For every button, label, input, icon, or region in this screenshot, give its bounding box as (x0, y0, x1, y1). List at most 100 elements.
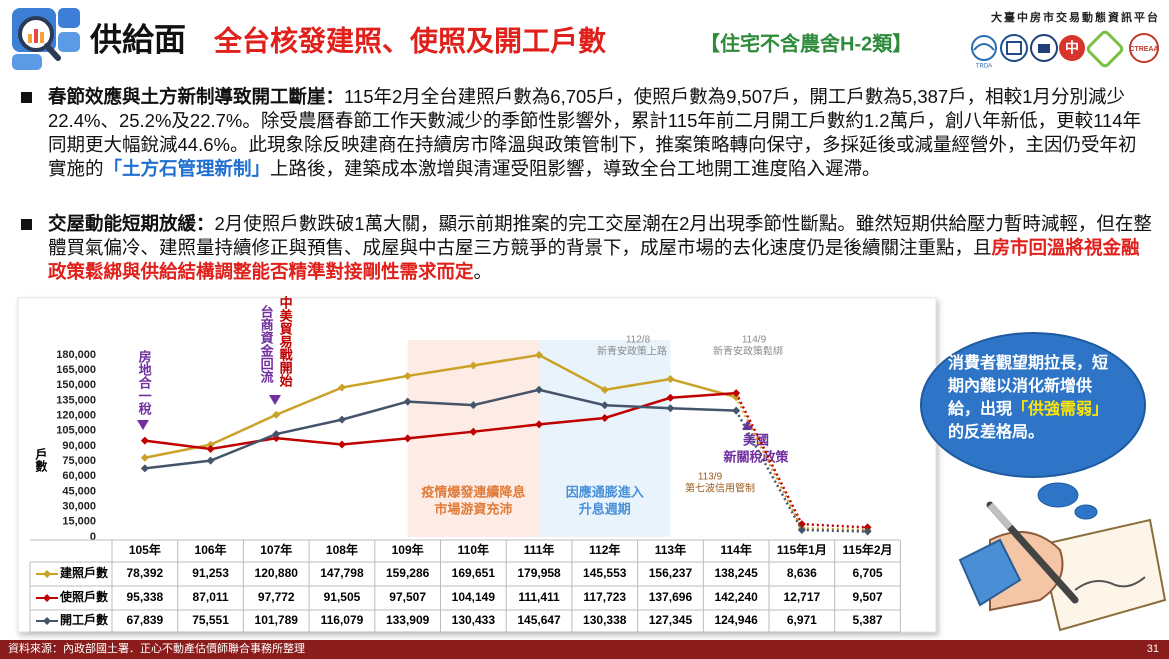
callout-highlight: 「供強需弱」 (1012, 401, 1109, 418)
annotation: 新青安政策上路 (597, 345, 667, 358)
legend-label: 建照戶數 (59, 565, 108, 580)
x-tick-label: 107年 (260, 542, 292, 557)
point-marker (403, 434, 412, 443)
y-axis-label: 戶數 (34, 447, 48, 473)
table-value: 169,651 (452, 566, 496, 580)
point-marker (600, 413, 609, 422)
annotation-arrow (137, 420, 149, 430)
point-marker (600, 385, 609, 394)
y-tick-label: 75,000 (62, 455, 96, 467)
callout-body: 的反差格局。 (948, 424, 1045, 441)
point-marker (140, 436, 149, 445)
footer: 資料來源：內政部國土署．正心不動產估價師聯合事務所整理 31 (0, 640, 1169, 659)
point-marker (535, 420, 544, 429)
table-value: 91,253 (192, 566, 229, 580)
y-tick-label: 120,000 (56, 410, 96, 422)
annotation: 房地合一稅 (137, 349, 152, 416)
table-value: 111,411 (518, 590, 560, 604)
table-value: 116,079 (321, 613, 364, 627)
x-tick-label: 115年1月 (777, 542, 827, 557)
point-marker (797, 525, 806, 534)
table-value: 142,240 (714, 590, 758, 604)
point-marker (600, 401, 609, 410)
x-tick-label: 105年 (129, 542, 161, 557)
y-tick-label: 30,000 (62, 501, 96, 513)
table-value: 138,245 (714, 566, 758, 580)
annotation: 新青安政策鬆綁 (713, 345, 783, 358)
table-value: 8,636 (787, 566, 817, 580)
table-value: 97,772 (258, 590, 295, 604)
table-value: 9,507 (853, 590, 883, 604)
series-line (144, 353, 737, 459)
y-tick-label: 150,000 (56, 379, 96, 391)
bullet-text: 115年2月全台建照戶數為6,705戶，使照戶數為9,507戶，開工戶數為5,3… (48, 86, 1142, 179)
platform-name: 大臺中房市交易動態資訊平台 (991, 10, 1160, 24)
table-value: 145,647 (517, 613, 561, 627)
point-marker (206, 445, 215, 454)
title-note: 【住宅不含農舍H-2類】 (700, 31, 912, 55)
y-tick-label: 45,000 (62, 485, 96, 497)
bullet-lead: 春節效應與土方新制導致開工斷崖： (48, 86, 345, 107)
title: 供給面 (90, 21, 186, 57)
bullet-emphasis: 「土方石管理新制」 (103, 158, 271, 179)
point-marker (469, 401, 478, 410)
table-value: 124,946 (714, 613, 758, 627)
table-value: 97,507 (389, 590, 426, 604)
region-label: 因應通膨進入 (566, 484, 644, 499)
callout-text: 消費者觀望期拉長，短期內難以消化新增供給，出現「供強需弱」的反差格局。 (948, 352, 1118, 444)
legend-marker (43, 594, 51, 602)
annotation: 新關稅政策 (723, 449, 789, 464)
table-value: 156,237 (649, 566, 693, 580)
table-value: 5,387 (853, 613, 883, 627)
table-value: 6,971 (787, 613, 817, 627)
point-marker (863, 523, 872, 532)
point-marker (140, 453, 149, 462)
point-marker (272, 430, 281, 439)
table-value: 104,149 (452, 590, 496, 604)
logos: TRDA 中 CTREAA (971, 30, 1159, 70)
y-tick-label: 0 (90, 531, 96, 543)
table-value: 179,958 (517, 566, 561, 580)
logo-label: CTREAA (1129, 46, 1158, 53)
region-label: 升息週期 (579, 501, 631, 516)
region-label: 市場游資充沛 (434, 501, 512, 516)
table-value: 101,789 (255, 613, 299, 627)
bullet-text: 。 (473, 261, 493, 282)
point-marker (732, 406, 741, 415)
x-tick-label: 114年 (720, 542, 751, 557)
callout-cloud (920, 332, 1146, 520)
table-value: 133,909 (386, 613, 430, 627)
y-tick-label: 165,000 (56, 364, 96, 376)
series-line-dotted (801, 527, 868, 532)
table-value: 127,345 (649, 613, 693, 627)
page-number: 31 (1146, 643, 1159, 655)
point-marker (666, 404, 675, 413)
y-tick-label: 90,000 (62, 440, 96, 452)
table-value: 78,392 (126, 566, 163, 580)
point-marker (403, 371, 412, 380)
bullet-emphasis: 房市回溫將視金融政策鬆綁與供給結構調整能否精準對接剛性需求而定 (48, 237, 1140, 282)
point-marker (666, 393, 675, 402)
x-tick-label: 111年 (524, 542, 555, 557)
x-tick-label: 108年 (326, 542, 358, 557)
x-tick-label: 106年 (195, 542, 227, 557)
annotation-date: 112/8 (626, 335, 651, 346)
source: 資料來源：內政部國土署．正心不動產估價師聯合事務所整理 (8, 643, 305, 655)
point-marker (337, 383, 346, 392)
series-line-dotted (801, 522, 868, 529)
table-value: 12,717 (783, 590, 820, 604)
legend-marker (43, 570, 51, 578)
table-value: 159,286 (386, 566, 430, 580)
bullet-lead: 交屋動能短期放緩： (48, 213, 215, 234)
point-marker (206, 456, 215, 465)
table-value: 67,839 (126, 613, 163, 627)
point-marker (469, 361, 478, 370)
hand-illustration (958, 501, 1167, 632)
bullet-text: 上路後，建築成本激增與清運受阻影響，導致全台工地開工進度陷入遲滯。 (270, 158, 881, 179)
callout-body: 消費者觀望期拉長，短期內難以消化新增供給，出現 (948, 355, 1109, 418)
bullet: 春節效應與土方新制導致開工斷崖：115年2月全台建照戶數為6,705戶，使照戶數… (21, 85, 1152, 181)
table-value: 6,705 (853, 566, 883, 580)
